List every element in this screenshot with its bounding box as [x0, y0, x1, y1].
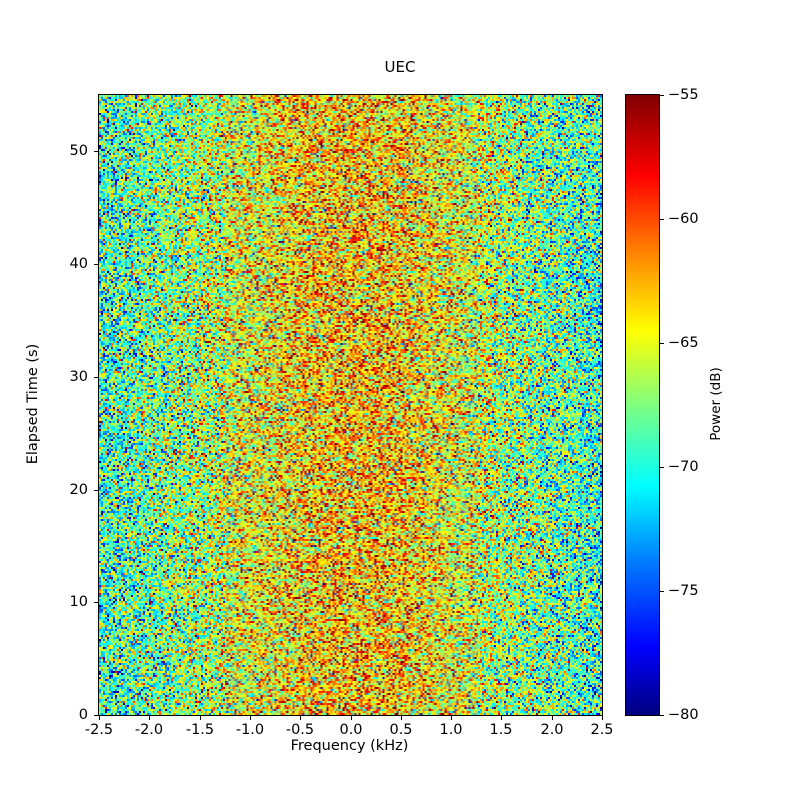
y-tick-label: 50 — [69, 143, 88, 159]
y-tick-label: 20 — [69, 482, 88, 498]
y-tick-mark — [94, 602, 98, 603]
y-tick-mark — [94, 715, 98, 716]
y-tick-label: 40 — [69, 256, 88, 272]
x-tick-label: 2.0 — [540, 722, 564, 738]
colorbar-tick-label: −60 — [668, 211, 699, 227]
x-tick-mark — [501, 716, 502, 720]
y-axis-label: Elapsed Time (s) — [25, 343, 41, 465]
colorbar-tick-label: −75 — [668, 583, 699, 599]
y-tick-label: 30 — [69, 369, 88, 385]
x-tick-label: -2.0 — [134, 722, 164, 738]
y-tick-label: 0 — [78, 707, 88, 723]
spectrogram-plot-area[interactable] — [98, 94, 603, 716]
x-tick-mark — [351, 716, 352, 720]
y-tick-mark — [94, 151, 98, 152]
x-tick-mark — [451, 716, 452, 720]
colorbar-tick-mark — [660, 467, 664, 468]
x-tick-label: 1.5 — [489, 722, 513, 738]
spectrogram-image — [99, 95, 602, 715]
y-tick-mark — [94, 264, 98, 265]
colorbar-tick-label: −55 — [668, 87, 699, 103]
y-tick-mark — [94, 490, 98, 491]
x-tick-label: -1.5 — [185, 722, 215, 738]
colorbar-tick-mark — [660, 715, 664, 716]
y-tick-mark — [94, 377, 98, 378]
colorbar-tick-mark — [660, 343, 664, 344]
x-tick-mark — [200, 716, 201, 720]
x-tick-mark — [552, 716, 553, 720]
y-tick-label: 10 — [69, 594, 88, 610]
colorbar-tick-label: −70 — [668, 459, 699, 475]
colorbar-gradient — [626, 95, 659, 715]
colorbar-tick-label: −80 — [668, 707, 699, 723]
x-tick-mark — [602, 716, 603, 720]
x-axis-label: Frequency (kHz) — [290, 738, 409, 754]
x-tick-mark — [250, 716, 251, 720]
x-tick-label: -2.5 — [84, 722, 114, 738]
colorbar[interactable] — [625, 94, 660, 716]
x-tick-label: 0.0 — [339, 722, 363, 738]
colorbar-tick-mark — [660, 219, 664, 220]
x-tick-mark — [300, 716, 301, 720]
colorbar-tick-mark — [660, 95, 664, 96]
x-tick-label: -1.0 — [235, 722, 265, 738]
colorbar-tick-mark — [660, 591, 664, 592]
x-tick-label: -0.5 — [285, 722, 315, 738]
x-tick-label: 0.5 — [389, 722, 413, 738]
x-tick-mark — [99, 716, 100, 720]
x-tick-mark — [149, 716, 150, 720]
title-station: UEC — [384, 58, 416, 76]
x-tick-label: 1.0 — [439, 722, 463, 738]
colorbar-tick-label: −65 — [668, 335, 699, 351]
x-tick-mark — [401, 716, 402, 720]
x-tick-label: 2.5 — [590, 722, 614, 738]
colorbar-label: Power (dB) — [708, 367, 724, 441]
